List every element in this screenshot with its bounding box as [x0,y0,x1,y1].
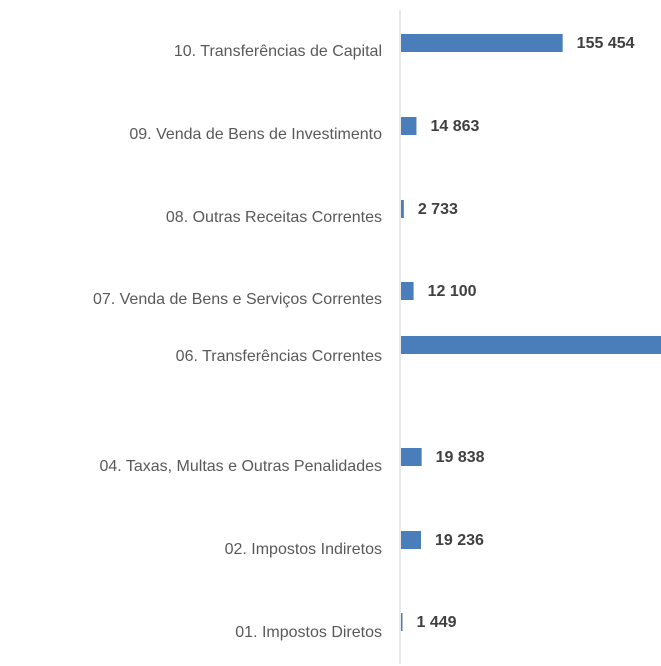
data-label: 14 863 [430,118,479,135]
category-label: 04. Taxas, Multas e Outras Penalidades [99,458,382,475]
bar [401,34,563,52]
category-label: 06. Transferências Correntes [176,348,382,365]
data-label: 19 838 [436,449,485,466]
data-label: 2 733 [418,201,458,218]
category-label: 09. Venda de Bens de Investimento [129,126,382,143]
category-label: 08. Outras Receitas Correntes [166,209,382,226]
category-label: 01. Impostos Diretos [235,624,382,641]
bar [401,613,403,631]
data-label: 155 454 [577,35,635,52]
bar [401,200,404,218]
category-label: 10. Transferências de Capital [174,43,382,60]
category-label: 07. Venda de Bens e Serviços Correntes [93,291,382,308]
data-label: 1 449 [417,614,457,631]
bar [401,282,414,300]
bar [401,336,661,354]
data-label: 12 100 [428,283,477,300]
bar [401,531,422,549]
bar [401,448,422,466]
category-label: 02. Impostos Indiretos [225,541,382,558]
data-label: 19 236 [435,532,484,549]
bar [401,117,417,135]
